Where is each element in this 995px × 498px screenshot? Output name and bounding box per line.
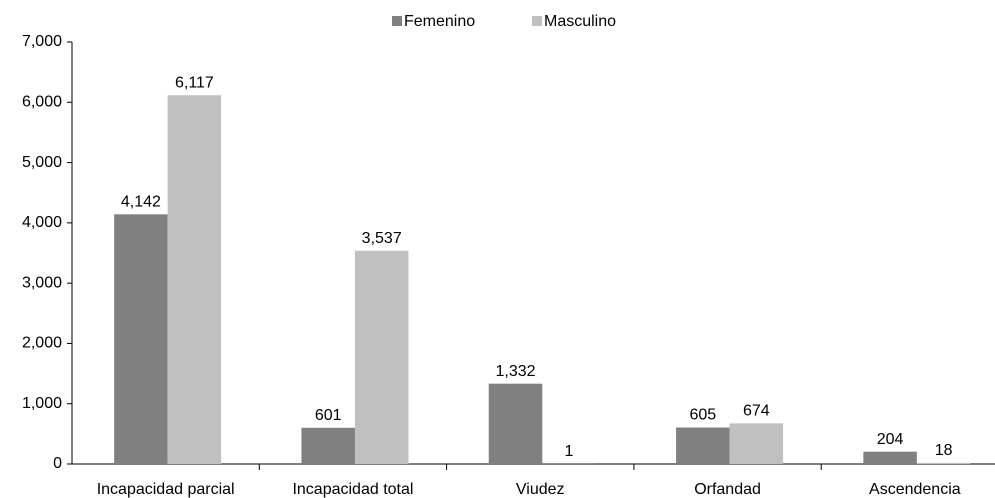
y-tick-label: 2,000 <box>22 335 62 352</box>
y-tick-label: 4,000 <box>22 214 62 231</box>
legend-swatch <box>532 16 542 26</box>
value-label: 4,142 <box>121 194 161 211</box>
legend-swatch <box>392 16 402 26</box>
value-label: 1 <box>565 443 574 460</box>
value-label: 601 <box>315 407 342 424</box>
legend-label: Masculino <box>544 13 616 30</box>
x-tick-label: Ascendencia <box>869 481 961 498</box>
bar <box>488 383 543 464</box>
bar <box>916 462 971 464</box>
bar <box>354 250 409 464</box>
legend-label: Femenino <box>404 13 475 30</box>
value-label: 204 <box>877 431 904 448</box>
value-label: 18 <box>935 442 953 459</box>
value-label: 1,332 <box>495 363 535 380</box>
bar <box>676 427 730 464</box>
bar <box>114 214 168 464</box>
value-label: 6,117 <box>175 74 214 91</box>
value-label: 3,537 <box>362 230 402 247</box>
y-tick-label: 3,000 <box>22 274 62 291</box>
value-label: 674 <box>743 403 770 420</box>
y-tick-label: 1,000 <box>22 395 62 412</box>
bar <box>167 95 222 464</box>
value-label: 605 <box>689 407 716 424</box>
x-tick-label: Incapacidad total <box>292 481 413 498</box>
bar <box>863 451 917 464</box>
bar <box>301 427 355 464</box>
y-tick-label: 0 <box>53 455 62 472</box>
x-tick-label: Orfandad <box>694 481 761 498</box>
y-tick-label: 5,000 <box>22 154 62 171</box>
y-tick-label: 6,000 <box>22 94 62 111</box>
x-tick-label: Viudez <box>516 481 565 498</box>
x-tick-label: Incapacidad parcial <box>97 481 235 498</box>
bar <box>729 423 784 464</box>
y-tick-label: 7,000 <box>22 33 62 50</box>
